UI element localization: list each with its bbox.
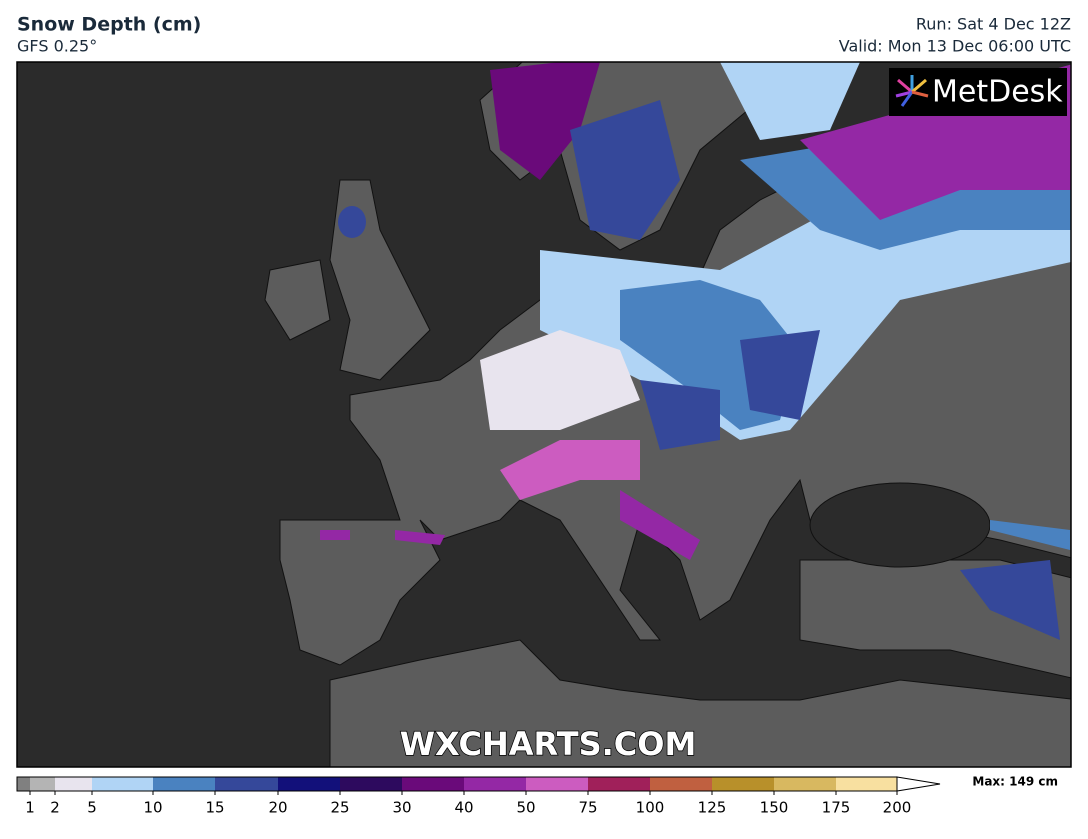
tick-label: 25 — [330, 799, 349, 817]
colorbar-segment — [774, 777, 836, 791]
tick-label: 175 — [822, 799, 851, 817]
colorbar-arrow — [896, 776, 941, 792]
colorbar-segment — [712, 777, 774, 791]
valid: Valid: Mon 13 Dec 06:00 UTC — [839, 37, 1071, 56]
tick-label: 5 — [87, 799, 97, 817]
map: MetDesk WXCHARTS.COM — [16, 61, 1072, 768]
colorbar-segment — [650, 777, 712, 791]
colorbar-segment — [153, 777, 215, 791]
colorbar-segment — [588, 777, 650, 791]
colorbar-segment — [836, 777, 897, 791]
colorbar-segment — [55, 777, 92, 791]
colorbar-segment — [464, 777, 526, 791]
max-label: Max: 149 cm — [972, 775, 1058, 789]
logo-icon — [895, 75, 929, 107]
tick-label: 1 — [25, 799, 35, 817]
model: GFS 0.25° — [17, 37, 97, 56]
tick-label: 125 — [698, 799, 727, 817]
tick-label: 30 — [392, 799, 411, 817]
title: Snow Depth (cm) — [17, 14, 201, 36]
tick-label: 2 — [50, 799, 60, 817]
tick-label: 150 — [760, 799, 789, 817]
tick-label: 50 — [516, 799, 535, 817]
colorbar-segment — [278, 777, 340, 791]
tick-label: 15 — [205, 799, 224, 817]
tick-label: 40 — [454, 799, 473, 817]
tick-label: 10 — [143, 799, 162, 817]
logo: MetDesk — [932, 75, 1063, 110]
colorbar-segment — [402, 777, 464, 791]
colorbar-segment — [340, 777, 402, 791]
run: Run: Sat 4 Dec 12Z — [916, 15, 1071, 34]
tick-label: 100 — [636, 799, 665, 817]
tick-label: 200 — [883, 799, 912, 817]
colorbar-segment — [215, 777, 278, 791]
tick-label: 20 — [268, 799, 287, 817]
watermark: WXCHARTS.COM — [400, 725, 697, 763]
colorbar: 1 2 5 10 15 20 25 30 40 50 75 100 125 150 175 200 — [16, 776, 941, 817]
tick-label: 75 — [578, 799, 597, 817]
colorbar-segment — [17, 777, 30, 791]
colorbar-segment — [92, 777, 153, 791]
colorbar-frame — [16, 776, 898, 792]
colorbar-segment — [526, 777, 588, 791]
logo-box — [889, 68, 1067, 116]
colorbar-segment — [30, 777, 55, 791]
